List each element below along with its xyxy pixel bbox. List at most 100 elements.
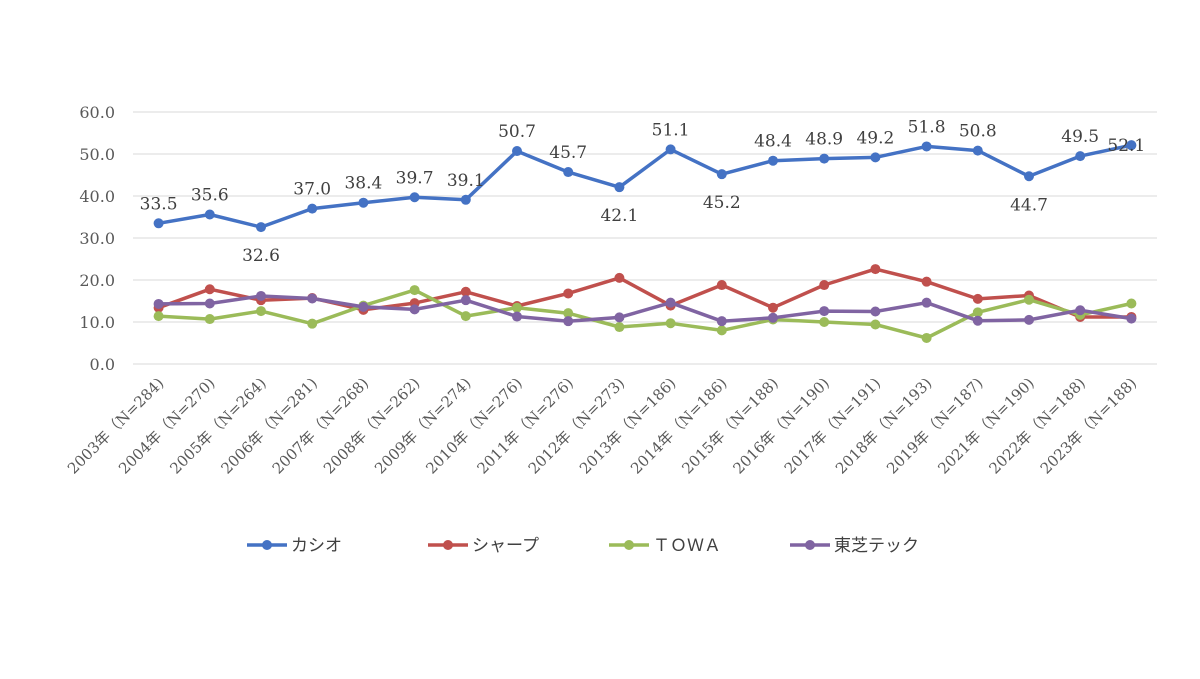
data-point xyxy=(921,276,932,287)
data-point xyxy=(870,264,881,275)
data-point xyxy=(665,297,676,308)
x-tick-label: 2013年（N=186) xyxy=(576,374,679,477)
data-point xyxy=(768,312,778,323)
x-tick-label: 2019年（N=187) xyxy=(883,374,986,477)
y-tick-label: 40.0 xyxy=(79,187,115,206)
series-4 xyxy=(153,290,1137,327)
data-point xyxy=(204,314,215,325)
data-point xyxy=(716,316,727,327)
x-tick-label: 2005年（N=264) xyxy=(166,374,269,477)
data-label: 32.6 xyxy=(242,246,280,266)
series-2 xyxy=(153,264,1137,322)
x-tick-label: 2015年（N=188) xyxy=(678,374,781,477)
data-point xyxy=(256,290,266,301)
data-point xyxy=(563,308,574,319)
data-point xyxy=(307,203,318,214)
data-point xyxy=(563,288,574,299)
data-label: 35.6 xyxy=(191,185,229,205)
data-label: 37.0 xyxy=(293,180,331,200)
data-point xyxy=(307,293,318,304)
data-point xyxy=(1024,294,1034,305)
data-point xyxy=(1024,314,1034,325)
data-label: 39.1 xyxy=(447,171,485,191)
data-point xyxy=(921,332,932,343)
data-point xyxy=(921,141,932,152)
data-point xyxy=(204,209,215,220)
data-point xyxy=(460,286,471,297)
y-tick-label: 60.0 xyxy=(79,103,115,122)
data-label: 33.5 xyxy=(140,194,178,214)
data-label: 52.1 xyxy=(1107,136,1145,156)
x-tick-label: 2006年（N=281) xyxy=(218,374,321,477)
data-point xyxy=(870,152,881,163)
data-point xyxy=(256,222,266,233)
data-point xyxy=(716,169,727,180)
data-point xyxy=(1024,171,1034,182)
y-tick-label: 0.0 xyxy=(90,355,115,374)
data-point xyxy=(614,312,625,323)
data-label: 38.4 xyxy=(344,174,382,194)
data-point xyxy=(716,280,727,291)
data-point xyxy=(460,311,471,322)
data-point xyxy=(819,153,830,164)
legend: カシオ シャープ ＴＯＷＡ 東芝テック xyxy=(247,536,919,556)
data-point xyxy=(614,182,625,193)
legend-label: ＴＯＷＡ xyxy=(653,536,721,556)
data-point xyxy=(665,318,676,329)
legend-swatch-marker xyxy=(624,540,634,550)
y-tick-label: 50.0 xyxy=(79,145,115,164)
data-label: 50.7 xyxy=(498,122,536,142)
x-tick-label: 2023年（N=188) xyxy=(1037,374,1140,477)
data-point xyxy=(204,284,215,295)
legend-label: カシオ xyxy=(291,536,342,556)
data-point xyxy=(307,318,318,329)
data-label: 45.7 xyxy=(549,143,587,163)
x-tick-label: 2012年（N=273) xyxy=(525,374,628,477)
data-point xyxy=(972,315,983,326)
data-point xyxy=(460,295,471,306)
legend-swatch-marker xyxy=(805,540,815,550)
data-labels: 33.5 35.6 32.6 37.0 38.4 39.7 39.1 50.7 45.7 42.1… xyxy=(140,117,1146,266)
data-point xyxy=(204,298,215,309)
data-point xyxy=(614,272,625,283)
data-point xyxy=(512,311,522,322)
data-point xyxy=(512,146,522,157)
data-point xyxy=(972,293,983,304)
data-label: 39.7 xyxy=(396,168,434,188)
x-tick-label: 2011年（N=276) xyxy=(474,374,577,477)
data-point xyxy=(614,322,625,333)
x-tick-label: 2022年（N=188) xyxy=(986,374,1089,477)
legend-label: 東芝テック xyxy=(834,536,919,556)
data-point xyxy=(460,194,471,205)
x-tick-label: 2010年（N=276) xyxy=(422,374,525,477)
data-label: 49.5 xyxy=(1061,127,1099,147)
data-point xyxy=(563,316,574,327)
data-point xyxy=(665,144,676,155)
legend-swatch-marker xyxy=(443,540,453,550)
data-point xyxy=(1075,151,1086,162)
series-3 xyxy=(153,285,1137,343)
data-point xyxy=(1075,305,1086,316)
data-point xyxy=(1126,313,1137,324)
data-point xyxy=(256,306,266,317)
x-tick-label: 2009年（N=274) xyxy=(371,374,474,477)
x-tick-label: 2014年（N=186) xyxy=(627,374,730,477)
data-point xyxy=(358,301,369,312)
data-point xyxy=(819,306,830,317)
data-point xyxy=(972,145,983,156)
y-tick-label: 10.0 xyxy=(79,313,115,332)
x-tick-label: 2021年（N=190) xyxy=(934,374,1037,477)
data-point xyxy=(921,297,932,308)
data-point xyxy=(870,306,881,317)
legend-label: シャープ xyxy=(472,536,539,556)
data-point xyxy=(819,317,830,327)
data-point xyxy=(409,285,420,296)
data-point xyxy=(358,197,369,208)
x-axis-tick-labels: 2003年（N=284)2004年（N=270)2005年（N=264)2006… xyxy=(64,374,1140,477)
data-point xyxy=(768,302,778,313)
series-line xyxy=(156,294,1134,323)
series-lines xyxy=(153,140,1137,343)
data-point xyxy=(768,155,778,166)
x-tick-label: 2008年（N=262) xyxy=(320,374,423,477)
